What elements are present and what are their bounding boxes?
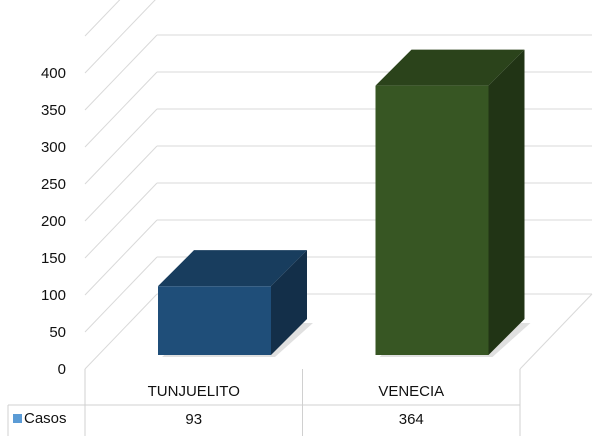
y-tick-label: 300 bbox=[41, 139, 66, 156]
gridline-side bbox=[84, 34, 158, 111]
legend-series-label: Casos bbox=[24, 410, 67, 427]
gridline-side bbox=[84, 71, 158, 148]
y-tick-label: 0 bbox=[58, 361, 66, 378]
category-label: TUNJUELITO bbox=[148, 383, 240, 400]
gridline-side bbox=[84, 256, 158, 333]
bar-tunjuelito bbox=[158, 250, 307, 355]
floor-right-edge bbox=[519, 293, 593, 370]
data-table: TUNJUELITO VENECIA Casos 93 364 bbox=[7, 369, 521, 436]
gridline-side bbox=[84, 145, 158, 222]
gridline-side bbox=[84, 293, 158, 370]
gridline-side bbox=[84, 0, 121, 37]
gridline-side bbox=[84, 182, 158, 259]
data-value-label: 364 bbox=[399, 411, 424, 428]
gridline-side bbox=[84, 219, 158, 296]
y-axis-ticks: 0 50 100 150 200 250 300 350 400 bbox=[41, 65, 66, 378]
bars bbox=[158, 49, 525, 355]
bar-front bbox=[375, 85, 489, 355]
y-tick-label: 100 bbox=[41, 287, 66, 304]
gridline-side bbox=[84, 108, 158, 185]
y-tick-label: 150 bbox=[41, 250, 66, 267]
bar-top bbox=[375, 49, 525, 86]
data-value-label: 93 bbox=[185, 411, 202, 428]
bar-side bbox=[488, 49, 525, 355]
y-tick-label: 200 bbox=[41, 213, 66, 230]
gridline-side bbox=[84, 0, 156, 74]
bar-top bbox=[158, 250, 307, 287]
bar-side bbox=[271, 250, 307, 355]
y-tick-label: 400 bbox=[41, 65, 66, 82]
legend-swatch bbox=[13, 414, 22, 423]
y-tick-label: 50 bbox=[49, 324, 66, 341]
bar-venecia bbox=[375, 49, 525, 355]
y-tick-label: 350 bbox=[41, 102, 66, 119]
bar-front bbox=[158, 286, 271, 355]
category-label: VENECIA bbox=[378, 383, 444, 400]
y-tick-label: 250 bbox=[41, 176, 66, 193]
